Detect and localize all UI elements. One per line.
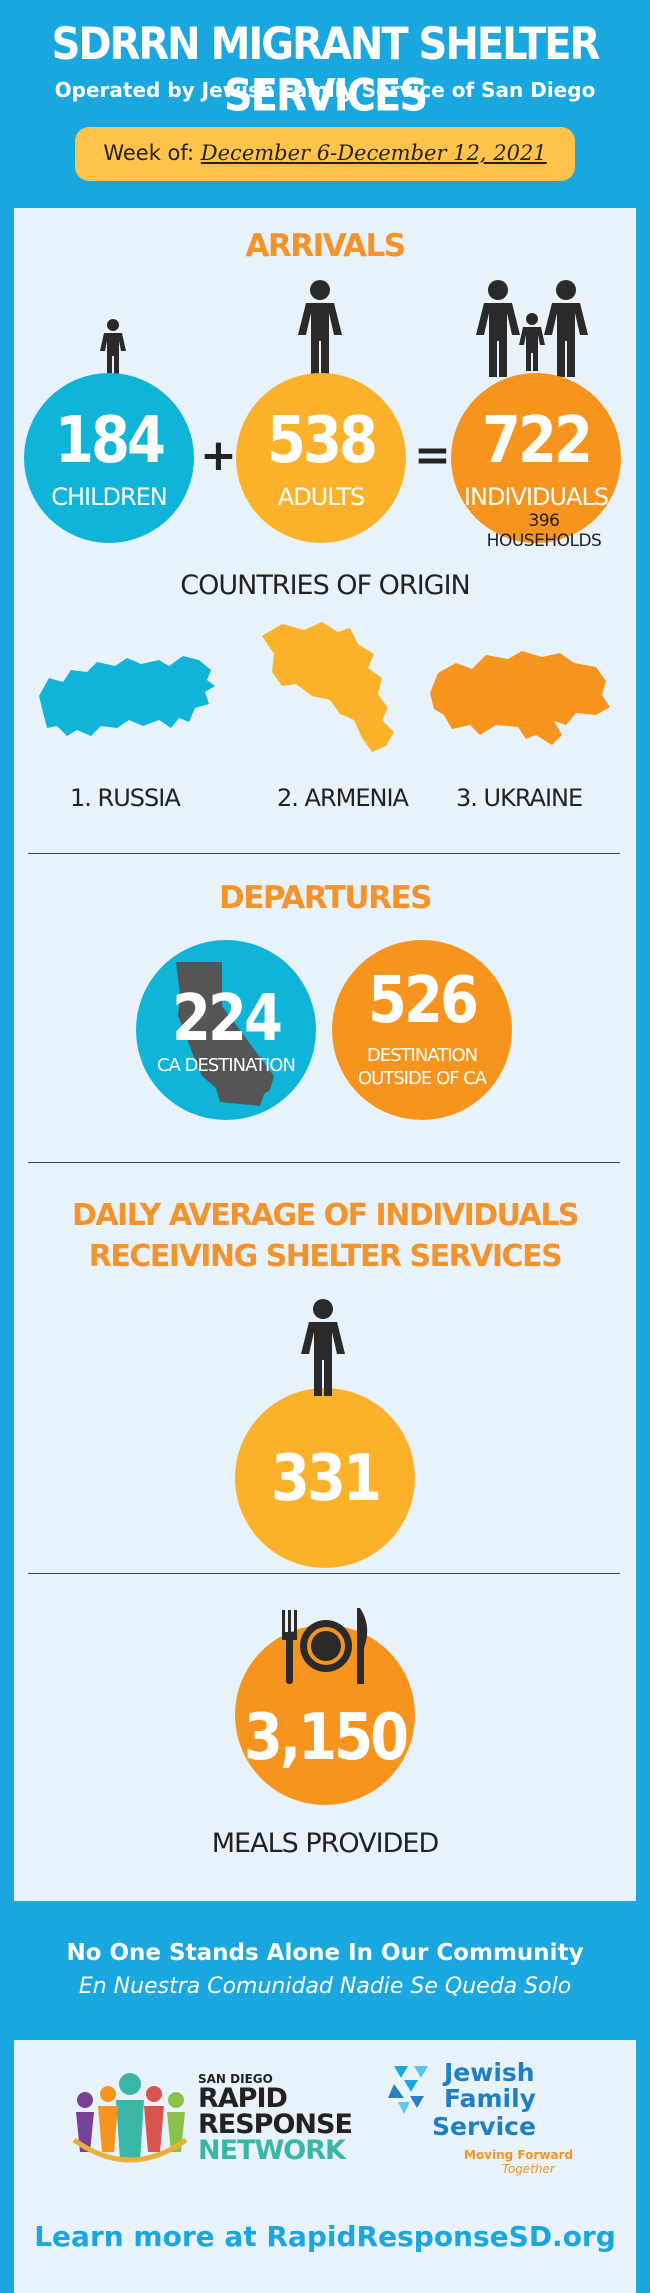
arrivals-title: ARRIVALS <box>245 228 406 264</box>
ca-destination-circle: 224 CA DESTINATION <box>136 940 316 1120</box>
meals-count: 3,150 <box>243 1700 409 1775</box>
equals-sign: = <box>414 430 451 481</box>
sdrrn-line-3: NETWORK <box>198 2135 346 2166</box>
adults-label: ADULTS <box>277 483 365 511</box>
countries-title: COUNTRIES OF ORIGIN <box>180 570 470 601</box>
daily-title-line-1: DAILY AVERAGE OF INDIVIDUALS <box>71 1198 580 1233</box>
daily-title-line-2: RECEIVING SHELTER SERVICES <box>88 1239 563 1274</box>
individuals-count: 722 <box>482 403 593 478</box>
main-panel: ARRIVALS 184 CHILDREN + 538 ADULTS = 722… <box>14 208 636 1901</box>
jfs-tagline-2: Together <box>502 2162 555 2176</box>
daily-average-circle: 331 <box>235 1388 415 1568</box>
child-figure-icon <box>100 319 126 374</box>
plate-fork-knife-icon <box>282 1608 368 1684</box>
country-ukraine: 3. UKRAINE <box>456 784 583 812</box>
households-count: 396 HOUSEHOLDS <box>486 511 602 551</box>
ca-destination-count: 224 <box>172 981 283 1056</box>
children-label: CHILDREN <box>51 483 168 511</box>
learn-more-link[interactable]: Learn more at RapidResponseSD.org <box>34 2220 616 2253</box>
armenia-map-icon <box>262 622 394 752</box>
sdrrn-people-logo-icon <box>72 2073 188 2163</box>
sdrrn-logo-text: RAPID RESPONSE NETWORK <box>198 2083 353 2166</box>
outside-ca-label-2: OUTSIDE OF CA <box>357 1068 487 1089</box>
jfs-logo-icon <box>388 2066 428 2114</box>
outside-ca-circle: 526 DESTINATION OUTSIDE OF CA <box>332 940 512 1120</box>
divider <box>28 1162 620 1163</box>
meals-label: MEALS PROVIDED <box>211 1828 439 1859</box>
adults-count: 538 <box>267 403 378 478</box>
header: SDRRN MIGRANT SHELTER SERVICES Operated … <box>0 0 650 205</box>
russia-map-icon <box>39 656 215 736</box>
ukraine-map-icon <box>430 651 610 745</box>
logos-panel: SAN DIEGO RAPID RESPONSE NETWORK Jewish … <box>14 2040 636 2293</box>
ca-destination-label: CA DESTINATION <box>157 1055 296 1076</box>
person-figure-legs-icon <box>314 1332 332 1396</box>
week-prefix: Week of: <box>103 141 195 165</box>
sdrrn-small-label: SAN DIEGO <box>198 2072 273 2086</box>
page-subtitle: Operated by Jewish Family Service of San… <box>54 78 596 102</box>
sdrrn-line-1: RAPID <box>198 2083 288 2114</box>
adult-figure-icon <box>298 280 342 377</box>
plus-sign: + <box>200 430 237 481</box>
sdrrn-line-2: RESPONSE <box>198 2109 353 2140</box>
children-circle: 184 CHILDREN <box>24 373 194 543</box>
daily-average-count: 331 <box>271 1441 382 1516</box>
country-armenia: 2. ARMENIA <box>277 784 409 812</box>
outside-ca-count: 526 <box>368 963 479 1038</box>
meals-circle: 3,150 <box>235 1625 415 1805</box>
departures-title: DEPARTURES <box>219 880 432 916</box>
california-map-icon <box>176 962 274 1106</box>
jfs-line-3: Service <box>432 2112 536 2141</box>
country-russia: 1. RUSSIA <box>70 784 181 812</box>
divider <box>28 1573 620 1574</box>
footer-tagline-en: No One Stands Alone In Our Community <box>66 1940 584 1966</box>
page-title: SDRRN MIGRANT SHELTER SERVICES <box>51 18 601 122</box>
jfs-line-2: Family <box>444 2084 536 2113</box>
footer-tagline-es: En Nuestra Comunidad Nadie Se Queda Solo <box>78 1974 572 1999</box>
week-badge: Week of: December 6-December 12, 2021 <box>75 127 575 181</box>
jfs-logo-text: Jewish Family <box>444 2060 536 2112</box>
individuals-circle: 722 INDIVIDUALS <box>451 373 621 543</box>
family-figures-icon <box>476 280 588 377</box>
jfs-tagline-1: Moving Forward <box>464 2148 573 2162</box>
outside-ca-label-1: DESTINATION <box>366 1045 478 1066</box>
jfs-line-1: Jewish <box>444 2058 535 2087</box>
divider <box>28 853 620 854</box>
week-dates: December 6-December 12, 2021 <box>200 141 547 165</box>
adults-circle: 538 ADULTS <box>236 373 406 543</box>
individuals-label: INDIVIDUALS <box>463 483 609 511</box>
children-count: 184 <box>55 403 166 478</box>
